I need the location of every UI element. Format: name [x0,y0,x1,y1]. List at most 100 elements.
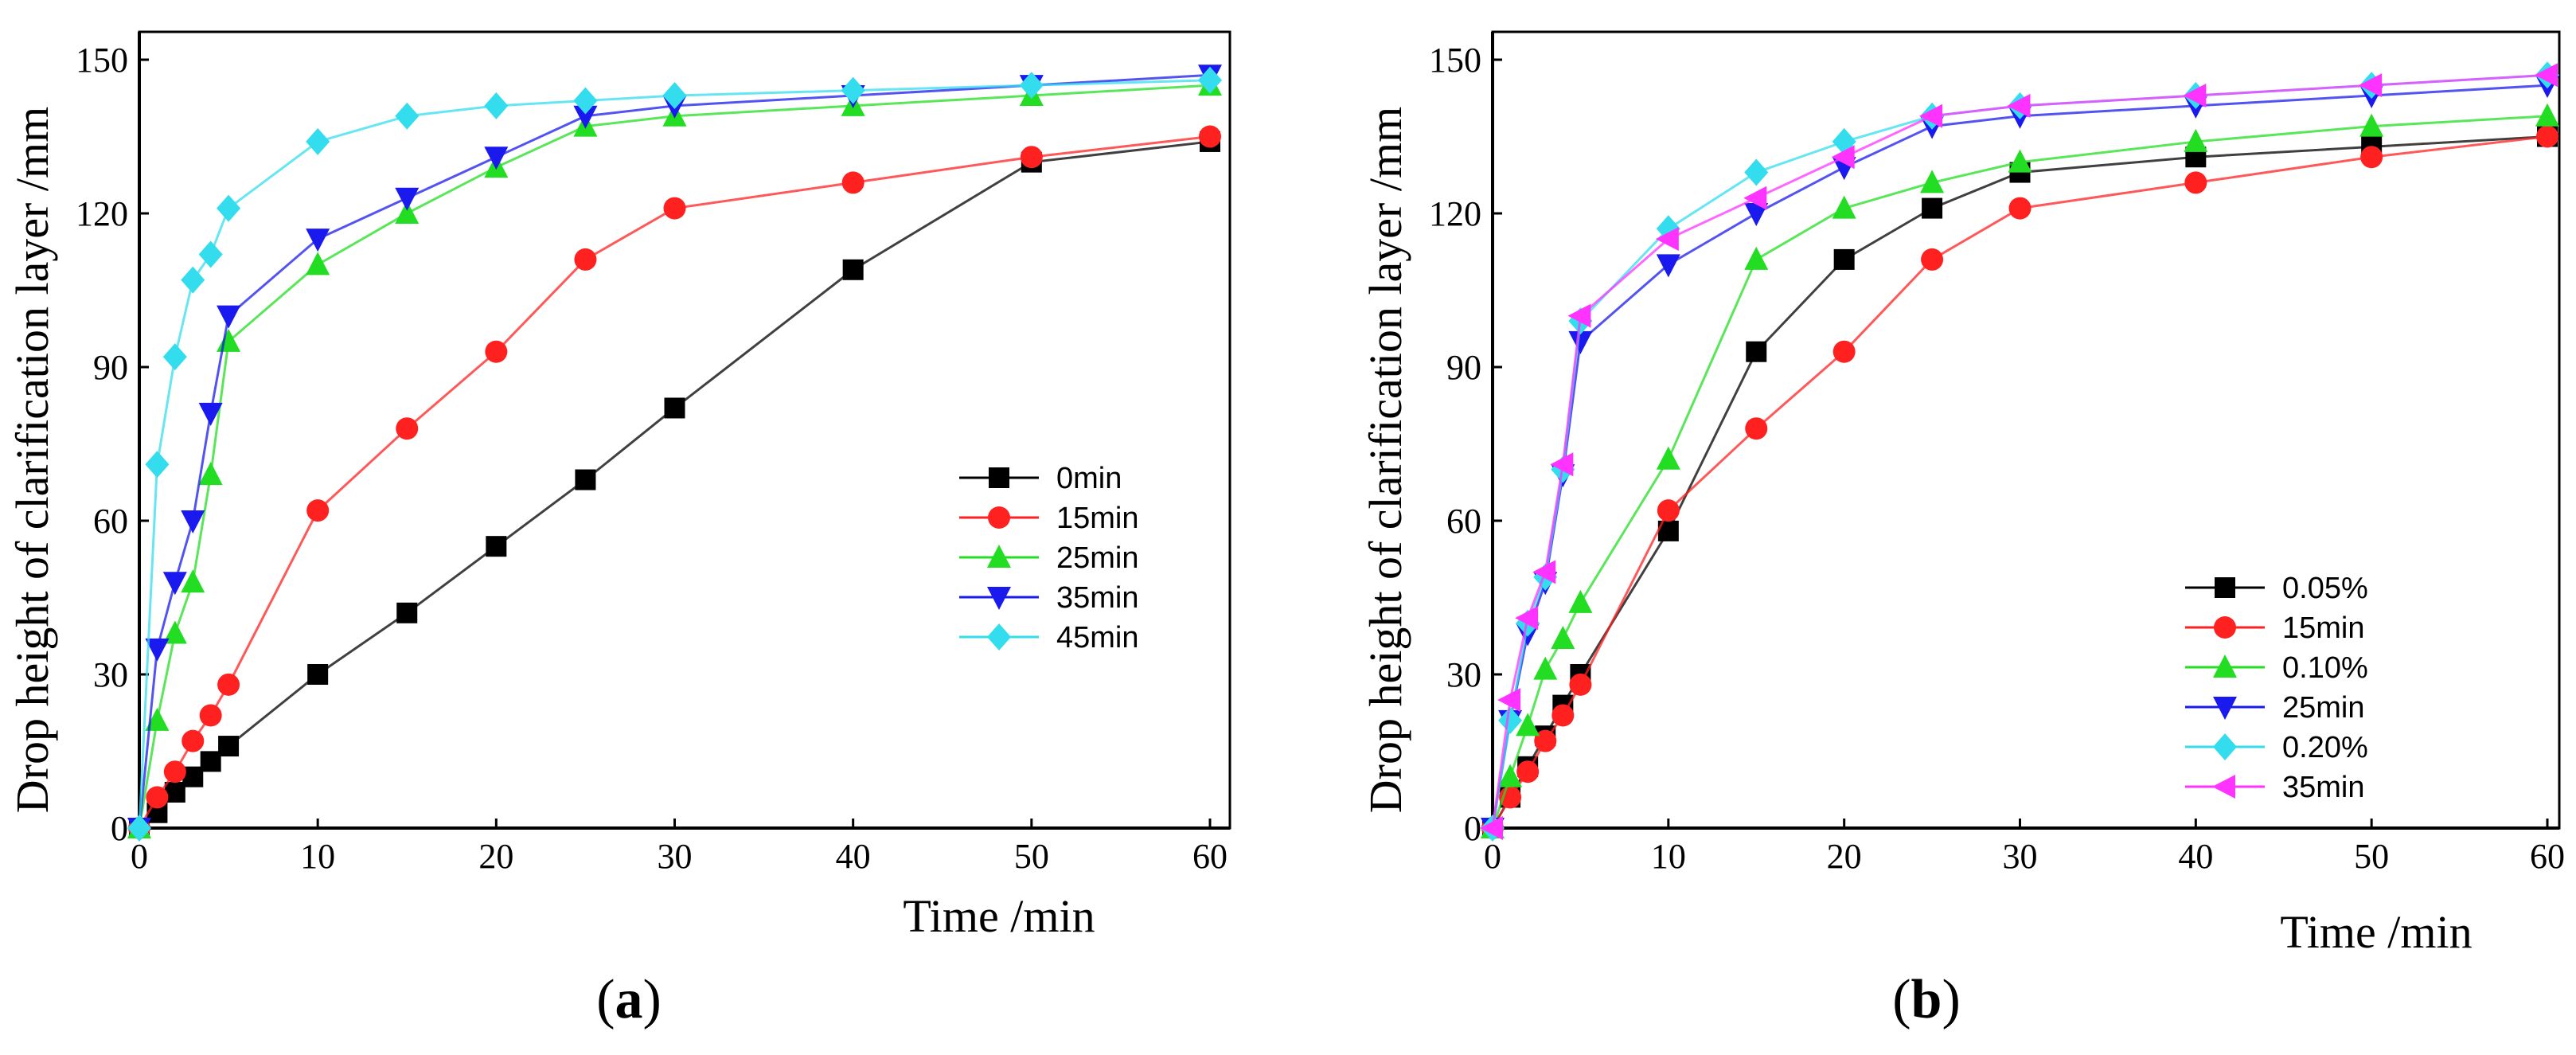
panel-b-data-point [1497,688,1521,713]
panel-a-data-point [146,786,169,809]
panel-b-series-5 [1480,63,2558,840]
panel-a-data-point [217,328,241,352]
panel-a-data-point [841,171,865,194]
panel-a-data-point [181,729,205,752]
panel-b-data-point [1655,227,1679,252]
panel-b-data-point [2007,93,2031,118]
panel-a-legend: 0min 15min 25min 35min 45min [959,462,1139,654]
panel-b-data-point [1550,452,1574,477]
panel-a-data-point [200,751,221,772]
panel-b-series-0 [1482,126,2558,838]
panel-b-data-point [1657,499,1680,522]
panel-b-y-axis-label: Drop height of clarification layer /mm [1360,107,1411,813]
panel-b-data-point [2359,113,2384,137]
panel-b-series-line [1491,73,2548,829]
panel-b-data-point [1920,170,1945,193]
panel-b-data-point [2535,63,2558,88]
panel-a-data-point [306,229,330,252]
panel-b-data-point [2359,73,2383,98]
panel-a-legend-label: 35min [1056,581,1139,615]
panel-b-data-point [1533,656,1558,680]
panel-a-series-2 [127,72,1222,838]
panel-a-series-line [138,135,1211,829]
panel-a-legend-label: 25min [1056,541,1139,575]
panel-a-data-point [181,266,205,294]
panel-b-data-point [1551,625,1575,649]
panel-b-data-point [1569,673,1592,696]
panel-a-data-point [396,417,419,440]
panel-a-y-tick-label: 60 [93,502,128,541]
panel-a-series-line [138,84,1211,829]
panel-a-series-3 [127,64,1222,841]
panel-a-data-point [484,92,509,119]
panel-b-data-point [1532,560,1556,584]
panel-a-series-0 [129,131,1220,838]
panel-a-data-point [218,736,240,757]
panel-b-series-line [1491,135,2548,829]
panel-b-legend-label: 35min [2282,771,2365,804]
panel-b-data-point [1480,816,1503,840]
panel-b-plot-frame [1491,30,2561,830]
panel-a-data-point [145,707,170,731]
panel-a-legend-marker [989,467,1009,488]
panel-label-b: (b) [1892,969,1961,1030]
panel-a-legend-marker [987,623,1011,651]
panel-b-x-tick-label: 40 [2178,837,2213,876]
panel-a-x-tick-label: 10 [300,837,335,876]
panel-b-data-point [2008,197,2032,220]
panel-a-data-point [662,82,687,110]
panel-b-data-point [2184,128,2208,152]
panel-a-data-point [663,197,686,220]
panel-a-data-point [217,305,241,329]
panel-b-series-line [1491,115,2548,829]
panel-b-data-point [1743,186,1767,210]
panel-b-data-point [1498,764,1523,787]
panel-b-data-point [1744,158,1769,186]
panel-b-legend-marker [2213,654,2237,678]
panel-b-series-line [1491,135,2548,829]
panel-a-data-point [1019,72,1044,100]
panel-b-series-line [1491,84,2548,829]
panel-a-data-point [395,187,420,211]
panel-a-data-point [162,572,187,596]
panel-a-y-tick-label: 30 [93,655,128,694]
panel-a-data-point [306,127,330,155]
panel-b-legend-label: 15min [2282,612,2365,645]
panel-b-y-tick-label: 30 [1446,655,1481,694]
panel-a-x-tick-label: 60 [1192,837,1228,876]
panel-a-x-tick-label: 50 [1014,837,1049,876]
panel-a-data-point [181,569,205,593]
panel-b-data-point [1656,446,1680,470]
panel-label-a: (a) [596,969,662,1030]
chart-panel-b: 0 10 20 30 40 50 60 0 30 60 90 120 150 Time /min Drop … [1360,30,2565,958]
panel-b-legend-label: 0.05% [2282,572,2368,605]
panel-b-data-point [1568,589,1593,613]
panel-a-data-point [575,469,596,490]
panel-a-data-point [198,402,223,426]
panel-b-y-tick-label: 0 [1464,809,1481,848]
panel-a-series-line [138,73,1211,829]
panel-b-data-point [1656,254,1680,278]
panel-a-y-tick-label: 120 [76,194,128,233]
panel-a-data-point [162,343,187,371]
panel-a-data-point [1020,146,1043,169]
panel-a-series-1 [128,125,1221,839]
panel-b-data-point [2008,149,2032,173]
panel-b-data-point [2183,84,2207,108]
panel-b-data-point [1516,713,1540,737]
panel-b-data-point [1746,341,1767,362]
panel-a-data-point [199,704,222,727]
panel-b-data-point [1832,340,1856,363]
panel-a-data-point [573,87,598,115]
panel-a-data-point [842,259,864,280]
panel-b-y-tick-label: 150 [1429,41,1481,80]
panel-a-legend-label: 0min [1056,462,1122,495]
panel-a-data-point [198,240,223,268]
panel-a-y-tick-label: 90 [93,348,128,387]
panel-b-x-tick-label: 60 [2530,837,2565,876]
panel-a-legend-label: 15min [1056,502,1139,535]
panel-a-series-line [138,79,1211,829]
panel-a-data-point [485,340,508,363]
panel-a-data-point [217,673,240,696]
